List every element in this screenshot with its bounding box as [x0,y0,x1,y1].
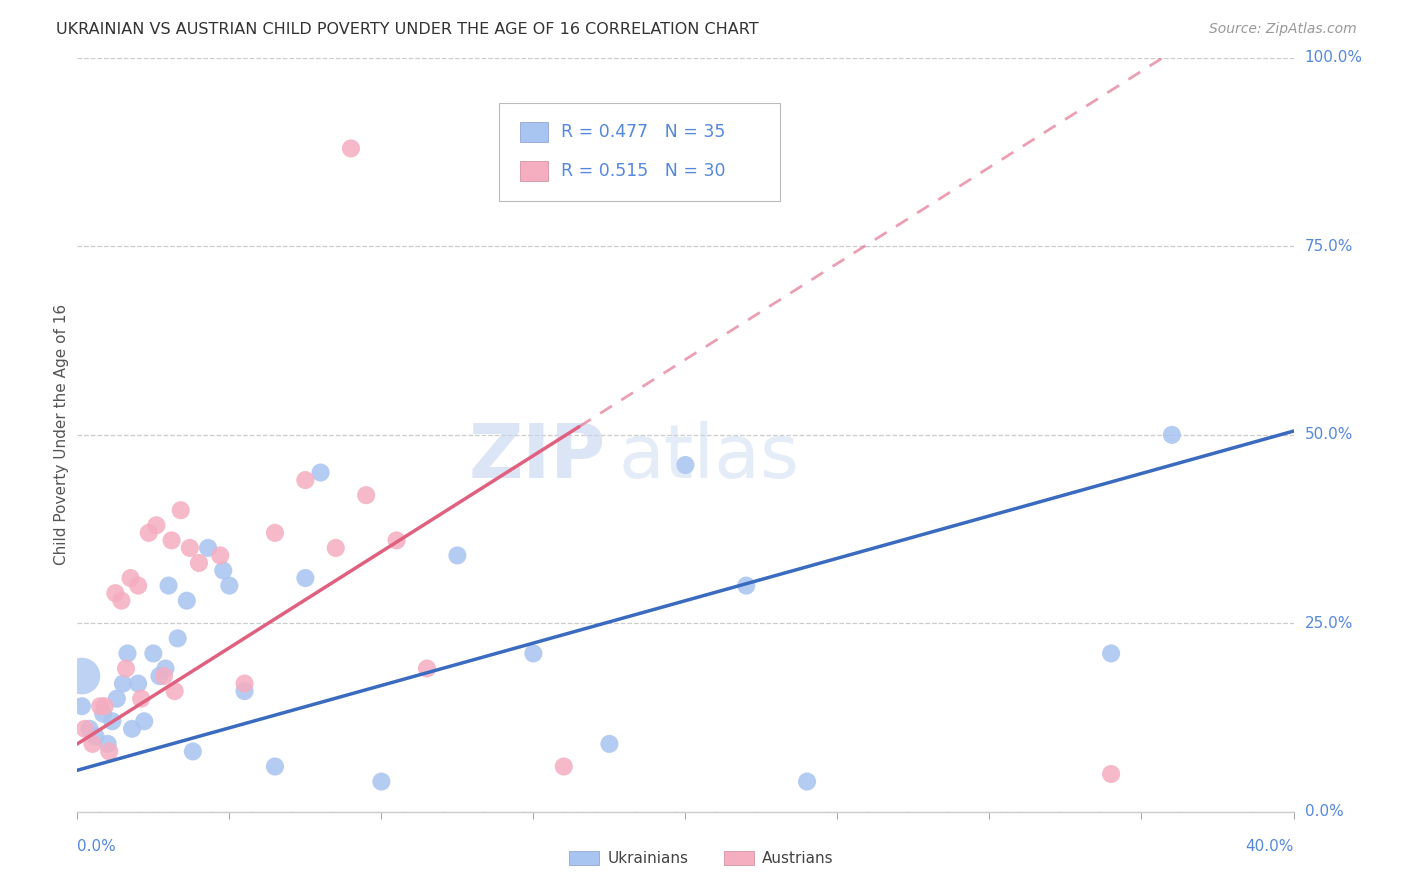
Point [166,632,188,646]
Point [160,533,183,548]
Point [796,774,818,789]
Point [142,647,165,661]
Point [70,669,93,683]
Point [340,141,363,155]
Y-axis label: Child Poverty Under the Age of 16: Child Poverty Under the Age of 16 [53,304,69,566]
Point [153,669,176,683]
Text: 50.0%: 50.0% [1305,427,1353,442]
Point [145,518,167,533]
Point [1161,428,1184,442]
Text: R = 0.515   N = 30: R = 0.515 N = 30 [561,162,725,180]
Text: 25.0%: 25.0% [1305,615,1353,631]
Point [416,661,439,675]
Point [233,676,256,690]
Text: R = 0.477   N = 35: R = 0.477 N = 35 [561,123,725,141]
Point [101,714,124,729]
Point [163,684,186,698]
Point [129,691,152,706]
Text: 0.0%: 0.0% [77,839,117,855]
Point [170,503,193,517]
Text: Ukrainians: Ukrainians [607,851,689,865]
Point [70,699,93,714]
Point [110,593,132,607]
Point [120,571,142,585]
Point [105,691,128,706]
Point [104,586,127,600]
Point [553,759,575,773]
Point [212,564,235,578]
Point [79,722,101,736]
Text: UKRAINIAN VS AUSTRIAN CHILD POVERTY UNDER THE AGE OF 16 CORRELATION CHART: UKRAINIAN VS AUSTRIAN CHILD POVERTY UNDE… [56,22,759,37]
Text: atlas: atlas [619,421,800,494]
Point [82,737,104,751]
Point [91,706,114,721]
Point [354,488,377,502]
Point [209,549,232,563]
Text: 40.0%: 40.0% [1246,839,1294,855]
Point [264,759,287,773]
Point [127,676,149,690]
Point [1099,767,1122,781]
Point [294,571,316,585]
Text: Austrians: Austrians [762,851,834,865]
Point [98,744,121,758]
Point [522,647,544,661]
Point [84,730,107,744]
Point [179,541,201,555]
Point [598,737,620,751]
Point [97,737,120,751]
Point [89,699,111,714]
Point [370,774,392,789]
Point [446,549,468,563]
Text: 0.0%: 0.0% [1305,805,1343,819]
Point [73,722,96,736]
Text: 75.0%: 75.0% [1305,239,1353,254]
Point [111,676,134,690]
Point [218,579,240,593]
Point [385,533,408,548]
Point [325,541,347,555]
Point [309,466,332,480]
Point [117,647,139,661]
Point [155,661,177,675]
Point [93,699,115,714]
Point [1099,647,1122,661]
Point [181,744,204,758]
Point [115,661,138,675]
Point [294,473,316,487]
Point [233,684,256,698]
Point [121,722,143,736]
Point [134,714,156,729]
Point [127,579,149,593]
Point [675,458,697,472]
Point [735,579,758,593]
Text: Source: ZipAtlas.com: Source: ZipAtlas.com [1209,22,1357,37]
Point [176,593,198,607]
Point [197,541,219,555]
Text: 100.0%: 100.0% [1305,51,1362,65]
Point [148,669,170,683]
Point [138,525,160,540]
Point [264,525,287,540]
Point [157,579,180,593]
Text: ZIP: ZIP [470,421,606,494]
Point [188,556,211,570]
